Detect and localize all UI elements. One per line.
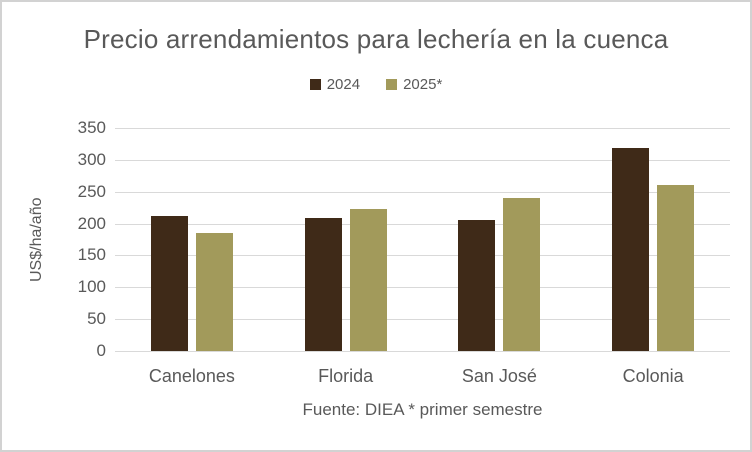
gridline-100 [115,287,730,289]
bar-2024-canelones [150,215,188,351]
bar-2024-colonia [612,147,650,351]
legend-swatch [309,79,321,90]
x-category-label-colonia: Colonia [622,366,684,386]
bar-2025-canelones [195,233,233,351]
legend-label: 2025* [403,76,443,93]
y-tick-label-0: 0 [96,341,106,360]
gridline-150 [115,255,730,257]
chart-title: Precio arrendamientos para lechería en l… [83,24,669,54]
gridline-200 [115,223,730,225]
y-tick-label-300: 300 [77,149,106,169]
legend-item-2025: 2025* [386,76,442,93]
gridline-50 [115,319,730,321]
gridline-350 [115,128,730,129]
gridline-0 [115,351,730,352]
legend-swatch [386,79,398,90]
bar-2025-colonia [657,185,695,351]
x-category-label-canelones: Canelones [148,366,235,386]
plot-area [115,128,730,352]
y-tick-label-200: 200 [77,213,106,233]
bar-2024-san-josé [458,219,496,351]
legend: 2024 2025* [2,76,750,93]
bar-2025-florida [349,208,387,351]
y-tick-label-250: 250 [77,181,106,201]
x-category-label-san-josé: San José [461,366,537,386]
y-tick-label-350: 350 [77,118,106,137]
y-tick-label-50: 50 [87,309,106,329]
x-category-label-florida: Florida [318,366,374,386]
legend-item-2024: 2024 [309,76,361,93]
gridline-250 [115,191,730,193]
gridline-300 [115,159,730,161]
legend-label: 2024 [326,76,361,93]
y-tick-label-100: 100 [77,277,106,297]
bar-2025-san-josé [503,198,541,351]
source-note: Fuente: DIEA * primer semestre [302,400,543,419]
y-tick-label-150: 150 [77,245,106,265]
bar-2024-florida [304,217,342,351]
